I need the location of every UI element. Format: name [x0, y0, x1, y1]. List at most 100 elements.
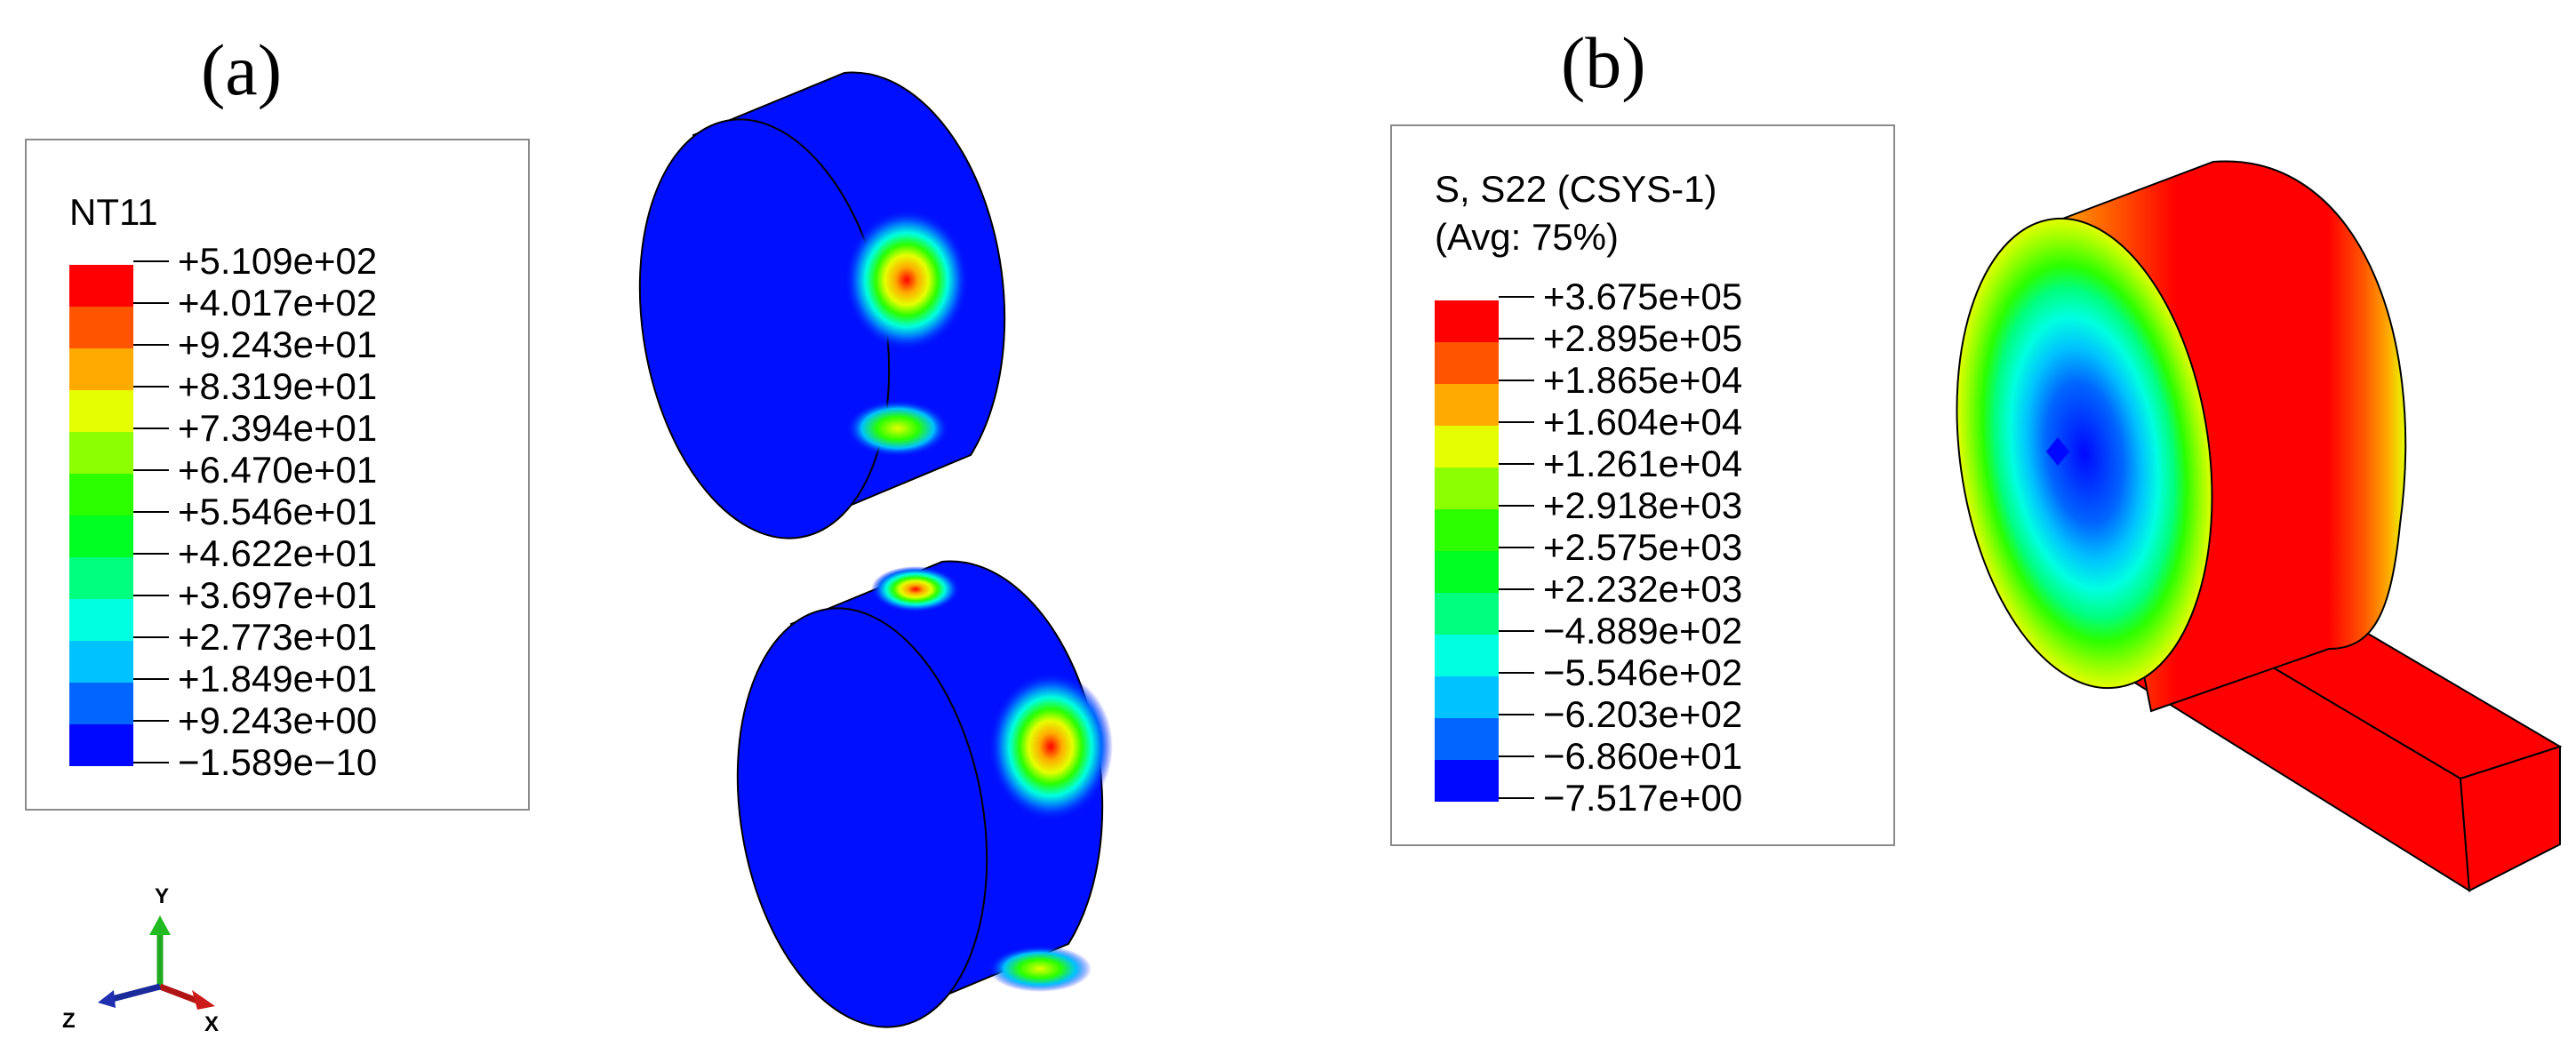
legend-tick — [1499, 379, 1534, 381]
legend-swatch — [1435, 426, 1499, 468]
x-axis-arrowhead — [192, 990, 215, 1010]
lower-roller — [736, 560, 1113, 1028]
legend-tick — [133, 260, 169, 262]
legend-tick — [133, 677, 169, 680]
legend-tick — [133, 301, 169, 304]
legend-tick — [133, 468, 169, 471]
legend-swatch — [69, 348, 133, 390]
lower-roller-hotspot-top — [871, 566, 960, 612]
panel-b-tag: (b) — [1561, 22, 1646, 103]
legend-level-label: +8.319e+01 — [178, 364, 378, 407]
legend-tick — [133, 635, 169, 638]
legend-level: +1.261e+04 — [1499, 443, 1742, 484]
legend-level: +4.017e+02 — [133, 282, 377, 324]
legend-level: +3.675e+05 — [1499, 276, 1742, 317]
legend-swatch — [1435, 718, 1499, 760]
legend-tick — [1499, 755, 1534, 757]
color-scale — [69, 265, 133, 766]
legend-tick — [133, 427, 169, 429]
legend-level-label: +1.849e+01 — [178, 657, 378, 699]
z-axis-label: Z — [62, 1009, 76, 1033]
legend-level-label: +2.895e+05 — [1543, 316, 1743, 359]
legend-level-label: −7.517e+00 — [1543, 776, 1743, 819]
legend-level: +6.470e+01 — [133, 449, 377, 491]
legend-level: +8.319e+01 — [133, 365, 377, 407]
legend-swatch — [1435, 384, 1499, 426]
legend-tick — [133, 719, 169, 722]
legend-level: +3.697e+01 — [133, 574, 377, 616]
legend-level-label: +2.232e+03 — [1543, 567, 1743, 610]
legend-swatch — [69, 307, 133, 348]
legend-tick — [1499, 546, 1534, 548]
upper-roller-hotspot — [844, 209, 969, 351]
legend-level: −5.546e+02 — [1499, 651, 1742, 693]
legend-subtitle: (Avg: 75%) — [1435, 216, 1619, 258]
legend-level: +4.622e+01 — [133, 532, 377, 574]
legend-level-label: +5.109e+02 — [178, 239, 378, 282]
axis-triad-icon: Y X Z — [62, 884, 219, 1035]
lower-roller-hotspot — [988, 672, 1113, 821]
x-axis-label: X — [204, 1012, 219, 1035]
legend-level-label: +1.261e+04 — [1543, 442, 1743, 484]
x-axis-arrow — [158, 983, 199, 1004]
legend-level-label: −6.203e+02 — [1543, 692, 1743, 735]
legend-level: +1.849e+01 — [133, 658, 377, 699]
legend-level-label: +3.675e+05 — [1543, 275, 1743, 317]
legend-level-label: +6.470e+01 — [178, 448, 378, 491]
color-scale — [1435, 300, 1499, 802]
legend-tick — [1499, 462, 1534, 465]
legend-swatch — [69, 265, 133, 307]
legend-swatch — [69, 474, 133, 516]
legend-swatch — [69, 516, 133, 557]
roller — [1956, 160, 2407, 713]
legend-level: +2.895e+05 — [1499, 317, 1742, 359]
legend-level: +5.109e+02 — [133, 240, 377, 282]
legend-tick — [1499, 504, 1534, 507]
legend-tick — [133, 510, 169, 513]
legend-swatch — [1435, 593, 1499, 635]
legend-level: +2.773e+01 — [133, 616, 377, 658]
legend-labels: +5.109e+02 +4.017e+02 +9.243e+01 +8.319e… — [133, 240, 377, 783]
legend-level: +5.546e+01 — [133, 491, 377, 532]
legend-nt11: NT11 +5.109e+02 +4.017e+02 +9.243e+01 +8… — [25, 139, 530, 811]
legend-level: −6.203e+02 — [1499, 693, 1742, 735]
legend-swatch — [69, 557, 133, 599]
legend-level-label: −4.889e+02 — [1543, 609, 1743, 651]
legend-swatch — [1435, 635, 1499, 676]
legend-level: +9.243e+00 — [133, 699, 377, 741]
legend-level-label: +2.575e+03 — [1543, 525, 1743, 568]
legend-tick — [133, 761, 169, 763]
legend-tick — [1499, 587, 1534, 590]
legend-labels: +3.675e+05 +2.895e+05 +1.865e+04 +1.604e… — [1499, 276, 1742, 819]
legend-level: +1.865e+04 — [1499, 359, 1742, 401]
legend-level: +2.575e+03 — [1499, 526, 1742, 568]
y-axis-label: Y — [155, 884, 169, 908]
legend-swatch — [69, 641, 133, 683]
legend-swatch — [1435, 509, 1499, 551]
legend-swatch — [1435, 676, 1499, 718]
legend-level: −4.889e+02 — [1499, 610, 1742, 651]
legend-tick — [1499, 713, 1534, 715]
upper-roller — [638, 71, 1006, 539]
legend-level: −1.589e−10 — [133, 741, 377, 783]
legend-level-label: −1.589e−10 — [178, 740, 378, 783]
legend-title: NT11 — [69, 191, 158, 233]
legend-swatch — [69, 683, 133, 724]
legend-swatch — [69, 390, 133, 432]
legend-tick — [1499, 295, 1534, 298]
legend-swatch — [69, 599, 133, 641]
legend-tick — [1499, 420, 1534, 423]
upper-roller-contact-zone — [846, 400, 949, 457]
legend-level-label: +2.918e+03 — [1543, 484, 1743, 526]
legend-level-label: −5.546e+02 — [1543, 651, 1743, 693]
legend-s22: S, S22 (CSYS-1) (Avg: 75%) +3.675e+05 +2… — [1390, 124, 1895, 846]
legend-swatch — [1435, 300, 1499, 342]
legend-level: −7.517e+00 — [1499, 777, 1742, 819]
legend-tick — [1499, 671, 1534, 674]
legend-level-label: +5.546e+01 — [178, 490, 378, 532]
legend-swatch — [1435, 342, 1499, 384]
legend-tick — [133, 594, 169, 596]
legend-level-label: +7.394e+01 — [178, 406, 378, 449]
legend-swatch — [1435, 760, 1499, 802]
